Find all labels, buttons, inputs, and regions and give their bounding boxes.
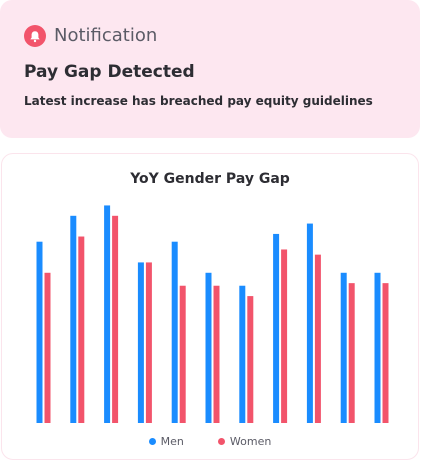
bar-men-9	[306, 223, 313, 423]
bar-men-5	[171, 241, 178, 423]
bar-women-6	[213, 285, 220, 423]
bar-women-10	[348, 283, 355, 423]
bar-women-8	[281, 249, 288, 423]
chart-title: YoY Gender Pay Gap	[130, 171, 290, 187]
notification-title: Pay Gap Detected	[24, 62, 195, 82]
bar-chart	[36, 205, 389, 423]
bell-icon	[24, 25, 46, 47]
bar-women-9	[314, 254, 321, 423]
notification-card: Notification Pay Gap Detected Latest inc…	[0, 0, 420, 138]
chart-legend: Men Women	[2, 435, 418, 448]
legend-label-women: Women	[229, 435, 272, 448]
bar-women-7	[247, 296, 254, 423]
bar-men-7	[239, 285, 246, 423]
bar-women-2	[78, 236, 85, 423]
notification-message: Latest increase has breached pay equity …	[24, 94, 373, 108]
legend-item-men: Men	[148, 435, 184, 448]
bar-men-11	[374, 272, 381, 423]
bar-men-2	[70, 215, 77, 423]
legend-dot-men	[148, 438, 156, 445]
notification-header: Notification	[24, 25, 157, 47]
bar-women-5	[179, 285, 186, 423]
bar-men-1	[36, 241, 43, 423]
legend-label-men: Men	[160, 435, 184, 448]
bar-women-3	[112, 215, 119, 423]
notification-label: Notification	[54, 25, 158, 46]
bar-women-11	[382, 283, 389, 423]
bar-men-10	[340, 272, 347, 423]
bar-men-8	[273, 233, 280, 423]
bar-men-3	[104, 205, 111, 423]
bar-women-1	[44, 272, 51, 423]
bar-men-4	[137, 262, 144, 423]
legend-dot-women	[217, 438, 225, 445]
chart-card: YoY Gender Pay Gap Men Women	[1, 153, 419, 460]
bar-men-6	[205, 272, 212, 423]
legend-item-women: Women	[217, 435, 272, 448]
bar-women-4	[145, 262, 152, 423]
